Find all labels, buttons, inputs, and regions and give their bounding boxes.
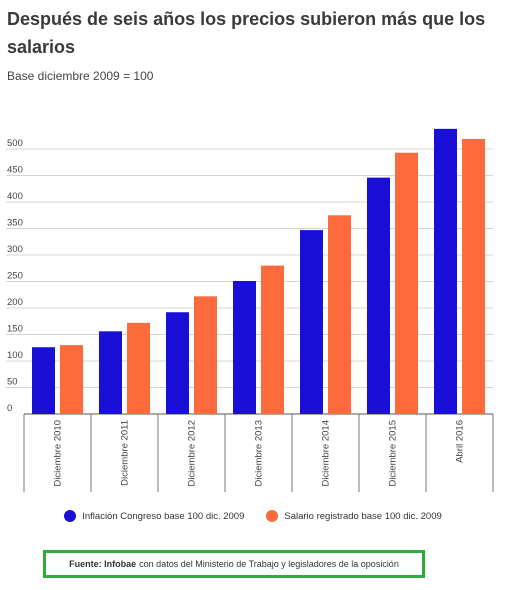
y-tick-label: 50 <box>7 377 18 388</box>
legend-label-salario: Salario registrado base 100 dic. 2009 <box>284 510 442 522</box>
legend-label-inflacion: Inflación Congreso base 100 dic. 2009 <box>82 510 245 522</box>
bar-salario <box>127 322 150 414</box>
y-tick-label: 400 <box>7 191 23 202</box>
y-tick-label: 300 <box>7 244 23 255</box>
bar-salario <box>60 345 83 414</box>
legend-swatch-salario <box>266 510 279 522</box>
bar-salario <box>328 215 351 414</box>
y-tick-label: 250 <box>7 271 23 282</box>
chart-title: Después de seis años los precios subiero… <box>7 9 486 57</box>
bar-salario <box>194 296 217 414</box>
x-tick-label: Diciembre 2011 <box>120 420 131 486</box>
x-tick-label: Abril 2016 <box>455 420 466 463</box>
legend-item-salario: Salario registrado base 100 dic. 2009 <box>266 510 442 522</box>
bar-salario <box>395 152 418 414</box>
y-tick-label: 500 <box>7 138 23 149</box>
x-tick-label: Diciembre 2014 <box>321 420 332 487</box>
x-tick-label: Diciembre 2010 <box>53 420 64 487</box>
x-tick-label: Diciembre 2015 <box>388 420 399 487</box>
bar-chart: 0 50 100 150 200 250 300 350 400 450 500 Diciembre … <box>6 128 494 492</box>
source-label: Fuente: Infobae <box>69 559 137 569</box>
bar-inflacion <box>367 177 390 414</box>
bar-inflacion <box>32 347 55 414</box>
y-tick-label: 200 <box>7 297 23 308</box>
y-tick-label: 100 <box>7 350 23 361</box>
bar-salario <box>261 265 284 414</box>
bar-inflacion <box>99 331 122 414</box>
y-tick-label: 350 <box>7 218 23 229</box>
bar-inflacion <box>233 280 256 414</box>
bar-inflacion <box>166 312 189 414</box>
bar-salario <box>462 138 485 414</box>
x-tick-label: Diciembre 2013 <box>254 420 265 487</box>
legend-swatch-inflacion <box>64 510 77 522</box>
y-tick-label: 150 <box>7 324 23 335</box>
legend-item-inflacion: Inflación Congreso base 100 dic. 2009 <box>64 510 244 522</box>
bar-inflacion <box>434 128 457 415</box>
x-tick-label: Diciembre 2012 <box>187 420 198 487</box>
y-tick-label: 450 <box>7 165 23 176</box>
source-note: Fuente: Infobae con datos del Ministerio… <box>43 550 425 578</box>
chart-subtitle: Base diciembre 2009 = 100 <box>7 69 154 83</box>
legend: Inflación Congreso base 100 dic. 2009 Sa… <box>0 510 506 522</box>
bar-inflacion <box>300 230 323 414</box>
source-text: con datos del Ministerio de Trabajo y le… <box>139 559 399 569</box>
y-tick-label: 0 <box>7 403 12 414</box>
